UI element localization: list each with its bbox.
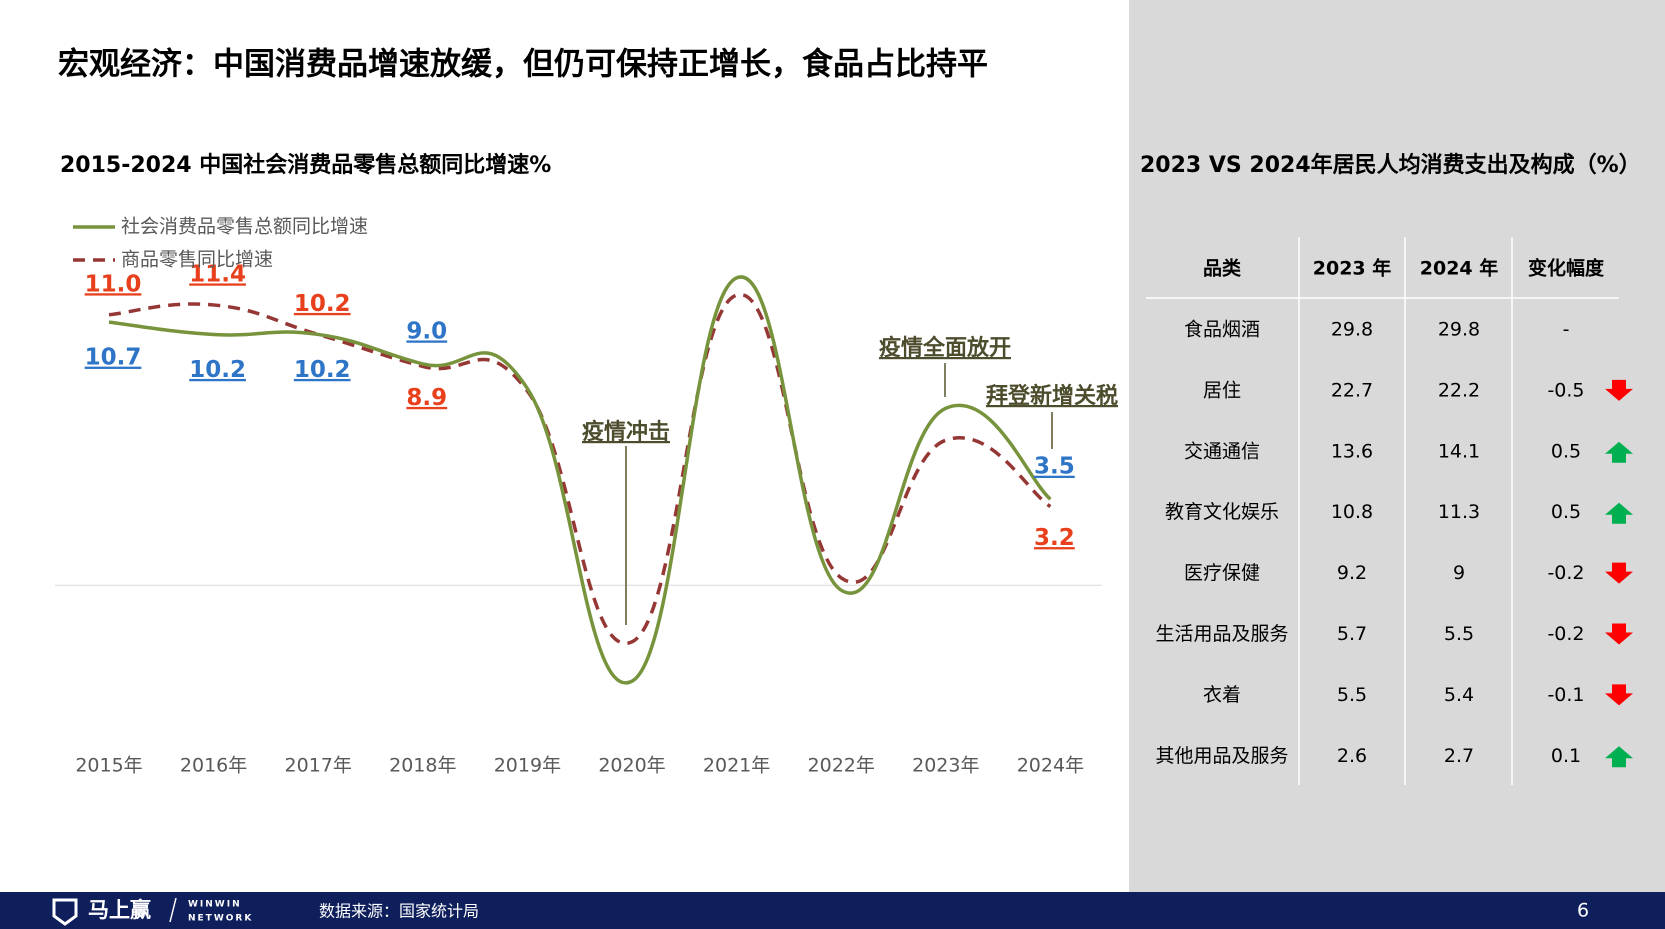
data-label: 3.2 (1034, 525, 1075, 551)
table-cell: 14.1 (1438, 440, 1480, 462)
table-cell: 2.6 (1337, 745, 1367, 767)
table-cell: 9.2 (1337, 562, 1367, 584)
table-title: 2023 VS 2024年居民人均消费支出及构成（%） (1140, 152, 1641, 178)
up-arrow (1605, 441, 1633, 463)
data-label: 10.7 (85, 345, 142, 371)
table-cell: 9 (1453, 562, 1465, 584)
x-tick-label: 2019年 (494, 755, 561, 777)
legend-label: 社会消费品零售总额同比增速 (121, 216, 368, 238)
table-header: 品类 (1203, 257, 1241, 280)
x-tick-label: 2023年 (912, 755, 979, 777)
data-label: 8.9 (406, 385, 447, 411)
footer-bar (0, 892, 1665, 929)
table-cell: 2.7 (1444, 745, 1474, 767)
table-cell: 13.6 (1331, 440, 1373, 462)
legend-label: 商品零售同比增速 (121, 249, 273, 271)
table-cell: 其他用品及服务 (1155, 745, 1288, 767)
down-arrow (1605, 562, 1633, 584)
table-header: 2024 年 (1420, 257, 1499, 280)
down-arrow (1605, 379, 1633, 401)
table-cell: 5.5 (1337, 684, 1367, 706)
table-cell: 5.7 (1337, 623, 1367, 645)
table-cell: 交通通信 (1184, 440, 1260, 462)
table-cell: 食品烟酒 (1184, 319, 1260, 341)
data-label: 10.2 (189, 357, 246, 383)
side-panel (1129, 0, 1665, 892)
table-cell: -0.5 (1547, 379, 1584, 401)
annotation: 疫情冲击 (582, 419, 670, 445)
table-cell: 5.5 (1444, 623, 1474, 645)
annotation: 拜登新增关税 (986, 383, 1118, 409)
x-tick-label: 2015年 (75, 755, 142, 777)
table-header: 变化幅度 (1528, 257, 1605, 280)
table-cell: 11.3 (1438, 501, 1480, 523)
table-cell: 22.7 (1331, 379, 1373, 401)
up-arrow (1605, 502, 1633, 524)
data-label: 11.4 (189, 261, 246, 287)
table-cell: 0.5 (1551, 440, 1581, 462)
data-label: 11.0 (85, 271, 142, 297)
brand-divider (169, 897, 177, 923)
down-arrow (1605, 684, 1633, 706)
source: 数据来源：国家统计局 (319, 902, 479, 921)
up-arrow (1605, 746, 1633, 768)
page-number: 6 (1577, 900, 1589, 922)
table-cell: - (1563, 319, 1570, 341)
table-cell: -0.2 (1547, 623, 1584, 645)
table-cell: 5.4 (1444, 684, 1474, 706)
x-tick-label: 2018年 (389, 755, 456, 777)
brand-en: NETWORK (188, 914, 253, 924)
data-label: 9.0 (406, 318, 447, 344)
x-tick-label: 2020年 (598, 755, 665, 777)
data-label: 10.2 (294, 357, 351, 383)
data-label: 3.5 (1034, 454, 1075, 480)
table-cell: 29.8 (1438, 319, 1480, 341)
table-cell: 居住 (1203, 379, 1241, 401)
table-cell: 10.8 (1331, 501, 1373, 523)
series-line (108, 275, 1052, 685)
brand-en: WINWIN (188, 900, 242, 910)
table-cell: 0.5 (1551, 501, 1581, 523)
x-tick-label: 2024年 (1017, 755, 1084, 777)
x-tick-label: 2016年 (180, 755, 247, 777)
logo-icon (52, 898, 78, 926)
brand: 马上赢 (88, 898, 151, 922)
table-cell: 衣着 (1203, 684, 1241, 706)
table-header: 2023 年 (1313, 257, 1392, 280)
down-arrow (1605, 623, 1633, 645)
x-tick-label: 2022年 (808, 755, 875, 777)
table-cell: -0.2 (1547, 562, 1584, 584)
annotation: 疫情全面放开 (879, 335, 1011, 361)
slide-title: 宏观经济：中国消费品增速放缓，但仍可保持正增长，食品占比持平 (58, 47, 988, 83)
table-cell: -0.1 (1547, 684, 1584, 706)
table-cell: 生活用品及服务 (1155, 623, 1288, 645)
chart-title: 2015-2024 中国社会消费品零售总额同比增速% (60, 152, 551, 178)
x-tick-label: 2017年 (285, 755, 352, 777)
x-tick-label: 2021年 (703, 755, 770, 777)
data-label: 10.2 (294, 291, 351, 317)
table-cell: 22.2 (1438, 379, 1480, 401)
table-cell: 教育文化娱乐 (1165, 501, 1279, 523)
table-cell: 医疗保健 (1184, 562, 1260, 584)
table-cell: 29.8 (1331, 319, 1373, 341)
table-cell: 0.1 (1551, 745, 1581, 767)
